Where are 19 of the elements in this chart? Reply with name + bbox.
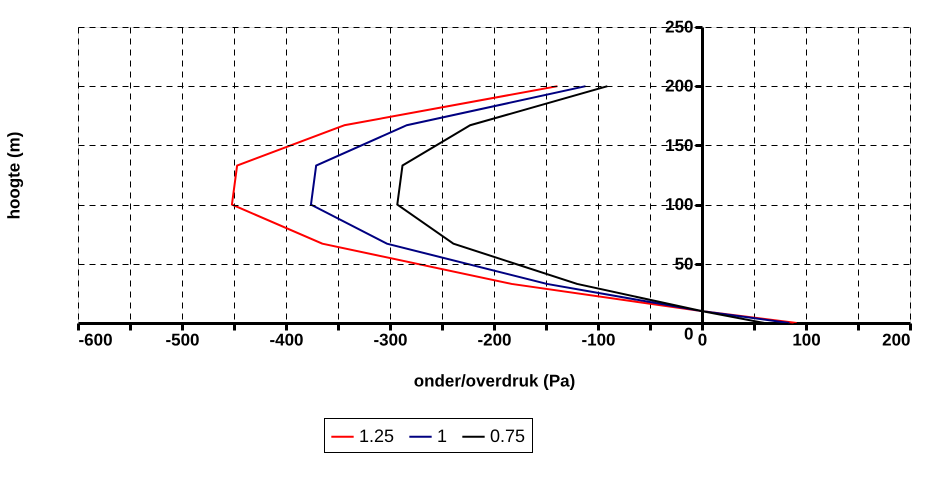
y-tick-label: 250 [665, 18, 694, 36]
y-tick-label: 200 [665, 76, 694, 96]
legend-label: 1.25 [359, 426, 394, 446]
legend-label: 0.75 [490, 426, 526, 446]
y-tick-label: 50 [674, 254, 694, 274]
y-tick-label: 150 [665, 136, 694, 155]
x-tick-label: -300 [373, 330, 408, 350]
x-tick-label: 0 [698, 330, 708, 350]
x-tick-label: 100 [792, 330, 821, 350]
x-tick-label: -600 [78, 330, 113, 350]
x-tick-label: -100 [581, 330, 616, 350]
x-axis-title: onder/overdruk (Pa) [414, 372, 576, 390]
x-tick-label: -400 [269, 330, 304, 350]
x-tick-label: 200 [882, 330, 910, 350]
legend-label: 1 [437, 426, 448, 446]
y-tick-label: 100 [665, 195, 694, 214]
x-tick-label: -200 [477, 330, 512, 350]
y-axis-title: hoogte (m) [4, 132, 24, 220]
x-tick-label: -500 [165, 330, 200, 350]
